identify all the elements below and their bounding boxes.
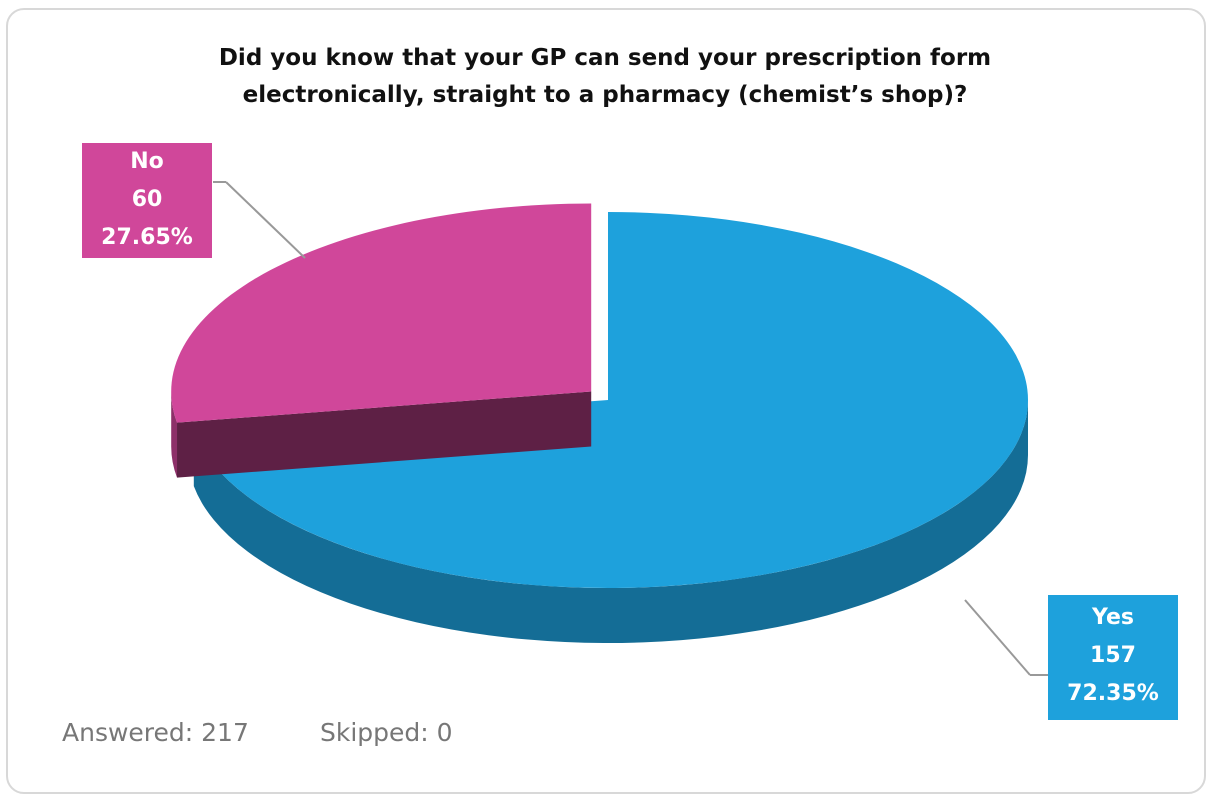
- slice: [171, 203, 592, 423]
- slice-cut: [177, 391, 592, 478]
- label-category: No: [130, 149, 164, 174]
- leader-line: [225, 181, 306, 259]
- label-category: Yes: [1092, 605, 1134, 630]
- leader-line: [964, 599, 1031, 676]
- label-count: 60: [131, 187, 163, 212]
- slice-side: [171, 391, 178, 478]
- skipped: Skipped: 0: [320, 718, 453, 747]
- data-label: Yes 157 72.35%: [1048, 595, 1178, 720]
- chart-title: Did you know that your GP can send your …: [218, 45, 992, 108]
- label-percent: 27.65%: [101, 225, 193, 250]
- label-count: 157: [1090, 643, 1136, 668]
- frame: [6, 8, 1206, 794]
- slice: [193, 212, 1029, 588]
- answered: Answered: 217: [62, 718, 249, 747]
- data-label: No 60 27.65%: [82, 143, 212, 258]
- label-percent: 72.35%: [1067, 681, 1159, 706]
- slice-side: [193, 400, 1029, 644]
